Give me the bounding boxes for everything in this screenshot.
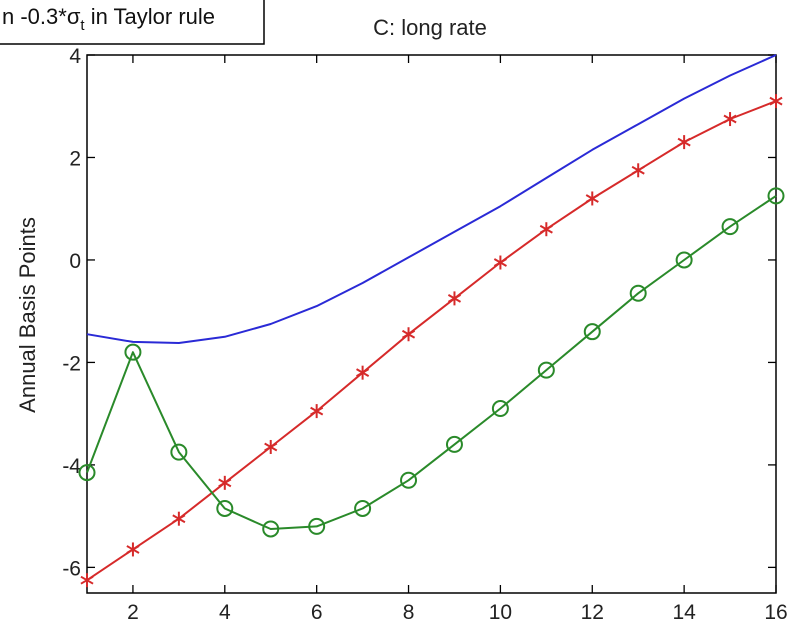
circle-marker [675,251,693,269]
x-tick-label: 8 [403,601,415,624]
asterisk-marker [172,511,186,526]
series-layer [78,54,785,588]
x-tick-label: 14 [672,601,696,624]
asterisk-marker [356,365,370,380]
circle-marker [400,471,418,489]
asterisk-stroke [769,96,783,106]
chart-title: C: long rate [373,15,487,40]
circle-marker [537,361,555,379]
asterisk-marker [631,163,645,178]
asterisk-stroke [310,406,324,416]
circle-marker [216,499,234,517]
asterisk-stroke [356,368,370,378]
asterisk-stroke [264,442,278,452]
circle-marker [491,400,509,418]
asterisk-marker [769,94,783,109]
legend-box [0,0,265,45]
x-tick-label: 2 [127,601,139,624]
asterisk-marker [585,191,599,206]
legend-sigma: σ [67,4,81,29]
x-tick-label: 4 [219,601,231,624]
asterisk-marker [80,573,94,588]
circle-marker [583,323,601,341]
asterisk-stroke [539,224,553,234]
y-tick-label: -2 [62,352,81,375]
asterisk-marker [218,475,232,490]
asterisk-stroke [493,258,507,267]
legend-prefix: n -0.3* [2,4,67,29]
asterisk-marker [539,222,553,237]
asterisk-marker [310,404,324,419]
circle-marker [262,520,280,538]
series-line-1 [86,54,777,344]
asterisk-stroke [80,575,94,585]
y-axis-label: Annual Basis Points [15,217,40,413]
legend-suffix: in Taylor rule [85,4,215,29]
asterisk-stroke [126,545,140,554]
tick-labels: 2 4 6 8 10 12 14 16 -6 -4 -2 0 2 4 [62,45,787,624]
asterisk-marker [401,327,416,342]
y-tick-label: 2 [69,147,81,170]
circle-marker [308,517,326,535]
ticks [87,54,777,593]
circle-marker [629,284,647,302]
x-tick-label: 10 [489,601,512,624]
y-tick-label: -6 [62,557,81,580]
asterisk-stroke [723,114,737,124]
circle-marker [767,187,785,205]
x-tick-label: 6 [311,601,323,624]
x-tick-label: 16 [764,601,787,624]
asterisk-stroke [585,194,599,203]
circle-marker [170,443,188,461]
asterisk-stroke [677,137,691,147]
asterisk-marker [493,255,507,270]
asterisk-marker [264,439,278,454]
asterisk-marker [447,291,462,306]
asterisk-marker [126,542,140,557]
series-line-3 [86,195,777,530]
plot-frame [86,54,777,594]
asterisk-stroke [447,294,462,303]
circle-marker [721,218,739,236]
asterisk-marker [723,112,737,127]
asterisk-stroke [218,478,232,488]
circle-marker [445,435,463,453]
x-tick-label: 12 [581,601,604,624]
series-line-2 [86,100,777,582]
y-tick-label: 4 [69,45,81,68]
asterisk-stroke [631,165,645,175]
circle-marker [124,343,142,361]
y-tick-label: 0 [69,250,81,273]
circle-marker [78,464,96,482]
asterisk-stroke [401,329,416,339]
legend-subscript: t [80,17,85,34]
circle-marker [354,499,372,517]
asterisk-stroke [172,514,186,524]
asterisk-marker [677,135,691,150]
y-tick-label: -4 [62,455,81,478]
legend-text: n -0.3*σt in Taylor rule [2,4,215,34]
